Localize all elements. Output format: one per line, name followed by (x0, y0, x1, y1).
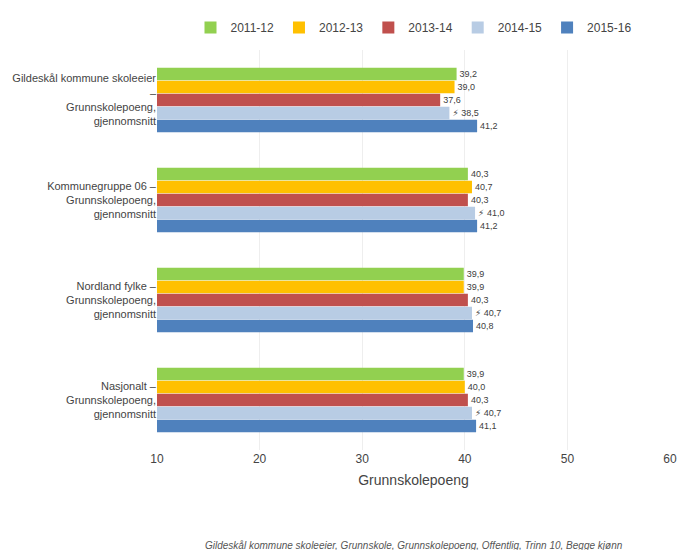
svg-text:39,0: 39,0 (458, 82, 476, 92)
svg-text:10: 10 (150, 452, 164, 466)
svg-text:40,3: 40,3 (471, 295, 489, 305)
svg-text:⚡ 41,0: ⚡ 41,0 (478, 208, 504, 218)
svg-text:50: 50 (561, 452, 575, 466)
svg-text:30: 30 (356, 452, 370, 466)
svg-text:Grunnskolepoeng: Grunnskolepoeng (358, 472, 469, 488)
svg-text:40,8: 40,8 (476, 321, 494, 331)
svg-text:39,9: 39,9 (467, 269, 485, 279)
svg-text:⚡ 38,5: ⚡ 38,5 (452, 108, 478, 118)
svg-text:2011-12: 2011-12 (231, 21, 274, 35)
svg-text:Gildeskål kommune skoleeier–Gr: Gildeskål kommune skoleeier–Grunnskolepo… (12, 72, 157, 127)
svg-text:41,1: 41,1 (479, 421, 497, 431)
svg-text:40,3: 40,3 (471, 195, 489, 205)
svg-text:2014-15: 2014-15 (498, 21, 542, 35)
svg-text:2013-14: 2013-14 (408, 21, 452, 35)
svg-text:39,9: 39,9 (467, 369, 485, 379)
svg-text:40: 40 (458, 452, 472, 466)
svg-text:39,2: 39,2 (460, 69, 478, 79)
svg-text:40,3: 40,3 (471, 169, 489, 179)
svg-text:39,9: 39,9 (467, 282, 485, 292)
svg-text:60: 60 (663, 452, 677, 466)
svg-text:2012-13: 2012-13 (319, 21, 363, 35)
svg-text:37,6: 37,6 (443, 95, 461, 105)
svg-text:40,7: 40,7 (475, 182, 493, 192)
svg-text:41,2: 41,2 (480, 121, 498, 131)
svg-text:Nordland fylke –Grunnskolepoen: Nordland fylke –Grunnskolepoeng,gjennoms… (66, 280, 157, 321)
svg-text:⚡ 40,7: ⚡ 40,7 (475, 308, 501, 318)
svg-text:40,3: 40,3 (471, 395, 489, 405)
svg-text:Nasjonalt –Grunnskolepoeng,gje: Nasjonalt –Grunnskolepoeng,gjennomsnitt (66, 380, 157, 421)
svg-text:20: 20 (253, 452, 267, 466)
svg-text:Gildeskål kommune skoleeier, G: Gildeskål kommune skoleeier, Grunnskole,… (205, 540, 623, 550)
svg-text:40,0: 40,0 (468, 382, 486, 392)
svg-text:41,2: 41,2 (480, 221, 498, 231)
svg-text:⚡ 40,7: ⚡ 40,7 (475, 408, 501, 418)
svg-text:Kommunegruppe 06 –Grunnskolepo: Kommunegruppe 06 –Grunnskolepoeng,gjenno… (47, 180, 157, 221)
svg-text:2015-16: 2015-16 (587, 21, 631, 35)
